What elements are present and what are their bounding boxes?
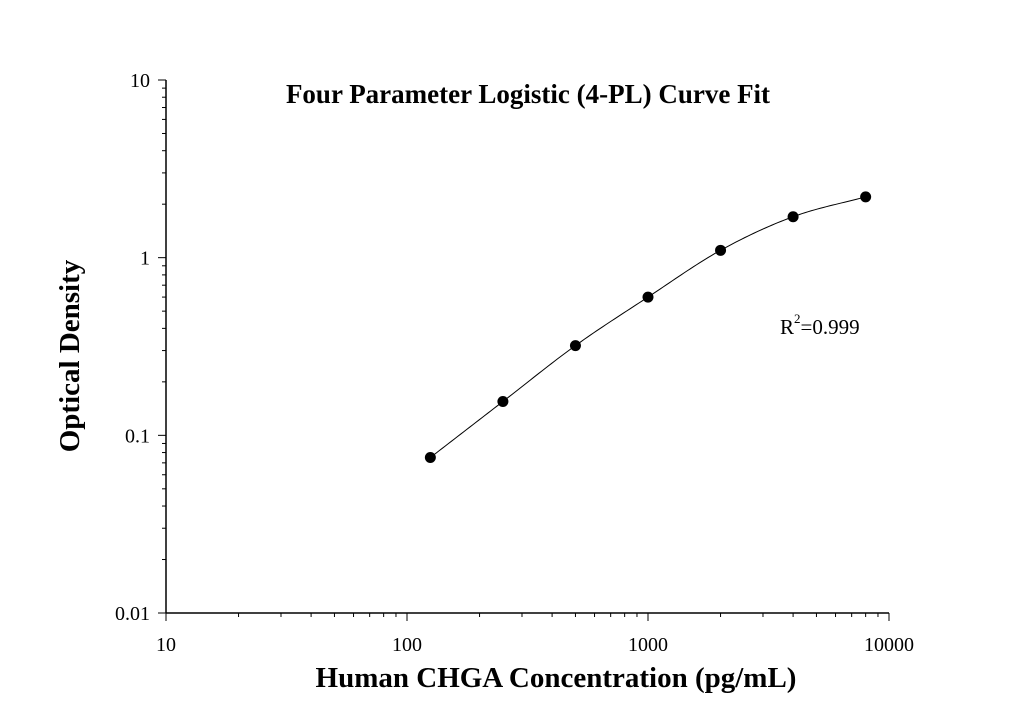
- x-tick-label: 10000: [864, 634, 914, 656]
- y-tick-label: 10: [130, 70, 150, 92]
- data-point: [860, 191, 872, 203]
- y-axis-title: Optical Density: [54, 259, 86, 452]
- data-point: [715, 244, 727, 256]
- y-tick-label: 0.1: [125, 425, 150, 447]
- data-points: [424, 191, 872, 464]
- chart-title: Four Parameter Logistic (4-PL) Curve Fit: [286, 79, 770, 109]
- data-point: [787, 211, 799, 223]
- data-point: [424, 452, 436, 464]
- tick-labels: 10 100 1000 10000 0.01 0.1 1 10: [115, 70, 914, 656]
- x-tick-label: 10: [156, 634, 176, 656]
- data-point: [642, 291, 654, 303]
- y-tick-label: 1: [140, 248, 150, 270]
- x-axis-title: Human CHGA Concentration (pg/mL): [316, 662, 797, 694]
- axis-ticks: [158, 79, 890, 621]
- x-tick-label: 1000: [628, 634, 668, 656]
- x-tick-label: 100: [392, 634, 422, 656]
- data-point: [497, 396, 509, 408]
- data-point: [569, 340, 581, 352]
- r-squared-annotation: R2=0.999: [780, 311, 860, 339]
- y-tick-label: 0.01: [115, 603, 150, 625]
